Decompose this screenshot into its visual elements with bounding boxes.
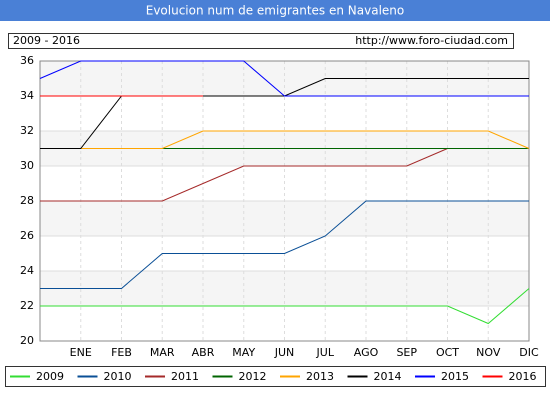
x-tick-label: MAR (150, 346, 175, 359)
y-tick-label: 26 (20, 229, 34, 242)
chart-title: Evolucion num de emigrantes en Navaleno (146, 4, 405, 18)
series-line (40, 148, 448, 202)
x-tick-label: NOV (476, 346, 501, 359)
y-tick-label: 28 (20, 194, 34, 207)
legend-label: 2012 (239, 370, 267, 383)
legend-label: 2009 (36, 370, 64, 383)
source: http://www.foro-ciudad.com (355, 34, 508, 47)
legend-label: 2010 (104, 370, 132, 383)
y-tick-label: 24 (20, 264, 34, 277)
x-tick-label: SEP (396, 346, 417, 359)
legend-label: 2011 (171, 370, 199, 383)
y-tick-label: 30 (20, 159, 34, 172)
info-box (8, 33, 514, 49)
series-line (40, 200, 529, 289)
x-tick-label: DIC (519, 346, 539, 359)
title-bar (0, 0, 550, 21)
x-tick-label: MAY (232, 346, 255, 359)
y-tick-label: 34 (20, 89, 34, 102)
legend-label: 2014 (374, 370, 402, 383)
legend-box (5, 366, 546, 387)
subtitle: 2009 - 2016 (13, 34, 80, 47)
y-tick-label: 36 (20, 54, 34, 67)
x-tick-label: FEB (111, 346, 132, 359)
x-tick-label: JUL (316, 346, 335, 359)
legend-label: 2013 (306, 370, 334, 383)
series-line (39, 60, 529, 97)
y-tick-label: 32 (20, 124, 34, 137)
legend-label: 2016 (509, 370, 537, 383)
y-tick-label: 20 (20, 334, 34, 347)
y-tick-label: 22 (20, 299, 34, 312)
x-tick-label: ENE (70, 346, 92, 359)
x-tick-label: AGO (354, 346, 379, 359)
x-tick-label: ABR (192, 346, 215, 359)
x-tick-label: OCT (436, 346, 459, 359)
x-tick-label: JUN (274, 346, 295, 359)
legend-label: 2015 (441, 370, 469, 383)
series-line (40, 288, 530, 325)
series-line (40, 130, 530, 149)
